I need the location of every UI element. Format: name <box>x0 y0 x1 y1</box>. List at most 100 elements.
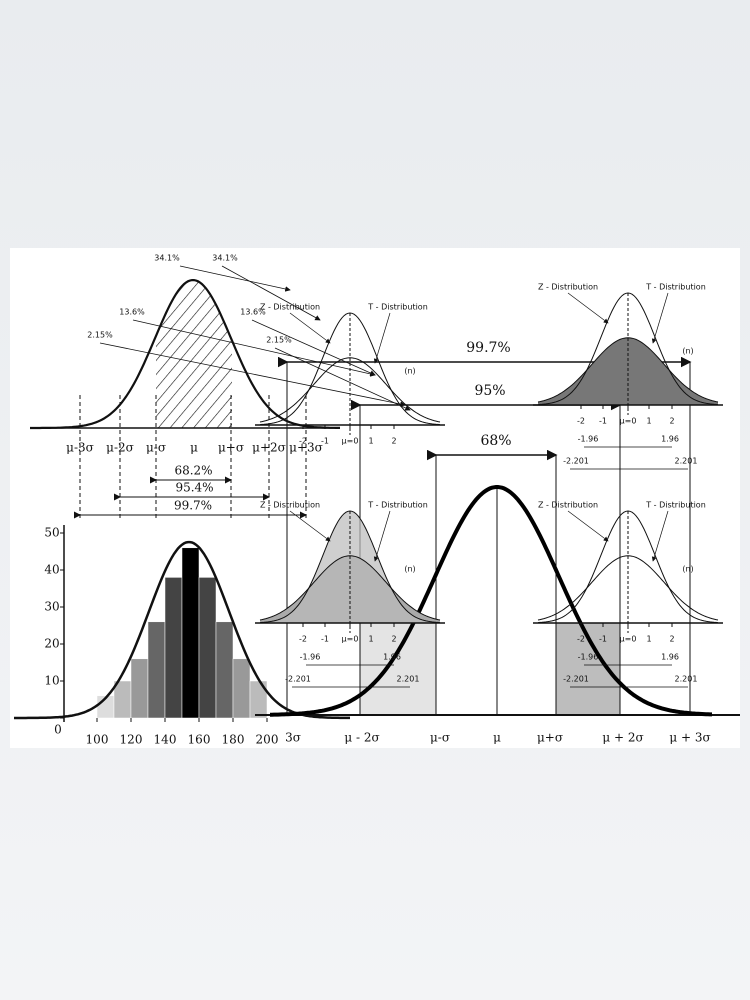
y-tick-label: 20 <box>44 637 59 651</box>
t-label: T - Distribution <box>367 303 428 312</box>
range-label: 99.7% <box>466 340 510 356</box>
tick-label: 1 <box>368 437 373 446</box>
z-crit: 1.96 <box>661 653 679 662</box>
t-crit: -2.201 <box>285 675 311 684</box>
z-label: Z - Distribution <box>260 303 320 312</box>
percent-label: 13.6% <box>240 308 266 317</box>
line <box>567 510 609 542</box>
axis-label: μ+2σ <box>252 441 286 455</box>
t-curve <box>537 337 719 403</box>
y-tick-label: 50 <box>44 526 59 540</box>
tick-label: 1 <box>368 635 373 644</box>
axis-label: μ-σ <box>146 441 166 455</box>
t-crit: 2.201 <box>675 675 698 684</box>
percent-label: 2.15% <box>87 331 113 340</box>
x-tick-label: 120 <box>120 733 143 747</box>
shaded-t-curve <box>538 337 718 405</box>
t-label: T - Distribution <box>645 283 706 292</box>
z-crit: 1.96 <box>661 435 679 444</box>
tick-label: 2 <box>391 437 396 446</box>
normal-curve <box>30 279 340 430</box>
range-label: 99.7% <box>174 499 212 513</box>
line <box>289 312 331 344</box>
axis-label: 3σ <box>285 731 301 745</box>
x-tick-label: 100 <box>86 733 109 747</box>
axis-label: μ <box>190 441 198 455</box>
histogram-bar <box>232 658 251 719</box>
histogram-bar <box>164 577 183 719</box>
z-crit: 1.96 <box>383 653 401 662</box>
tick-label: -2 <box>577 635 585 644</box>
hatched-area <box>156 280 232 428</box>
z-crit: -1.96 <box>578 435 599 444</box>
tick-label: -1 <box>599 635 607 644</box>
y-tick-label: 30 <box>44 600 59 614</box>
t-curve <box>259 555 441 621</box>
line <box>373 312 391 364</box>
axis-label: μ - 2σ <box>344 731 379 745</box>
tick-label: 2 <box>669 635 674 644</box>
line <box>651 292 669 344</box>
t-crit: 2.201 <box>675 457 698 466</box>
histogram-bar <box>215 621 234 719</box>
tick-label: -2 <box>299 437 307 446</box>
y-tick-label: 40 <box>44 563 59 577</box>
axis-label: μ-σ <box>430 731 450 745</box>
y-tick-label: 10 <box>44 674 59 688</box>
axis-label: μ-3σ <box>66 441 94 455</box>
tick-label: 2 <box>669 417 674 426</box>
line <box>567 292 609 324</box>
tick-label: -1 <box>321 437 329 446</box>
range-label: 68.2% <box>174 464 212 478</box>
z-crit: -1.96 <box>300 653 321 662</box>
tick-label: μ=0 <box>342 437 359 446</box>
axis-label: μ + 3σ <box>669 731 710 745</box>
axis-label: μ+σ <box>537 731 563 745</box>
tick-label: 1 <box>646 635 651 644</box>
t-label: T - Distribution <box>367 501 428 510</box>
histogram-bar <box>198 577 217 719</box>
tick-label: 1 <box>646 417 651 426</box>
tick-label: -2 <box>299 635 307 644</box>
t-curve <box>537 555 719 621</box>
range-label: 95% <box>474 383 505 399</box>
t-curve <box>259 357 441 423</box>
axis-label: μ+σ <box>218 441 244 455</box>
z-label: Z - Distribution <box>538 283 598 292</box>
histogram-bar <box>113 680 132 719</box>
tick-label: -1 <box>599 417 607 426</box>
axis-label: μ <box>493 731 501 745</box>
x-tick-label: 180 <box>222 733 245 747</box>
shaded-region <box>360 623 436 715</box>
percent-label: 2.15% <box>266 336 292 345</box>
y-tick-label: 0 <box>54 723 62 737</box>
n-label: (n) <box>404 367 415 376</box>
percent-label: 34.1% <box>212 254 238 263</box>
range-label: 95.4% <box>175 481 213 495</box>
z-label: Z - Distribution <box>538 501 598 510</box>
percent-label: 13.6% <box>119 308 145 317</box>
t-crit: -2.201 <box>563 675 589 684</box>
line <box>289 510 331 542</box>
tick-label: μ=0 <box>620 417 637 426</box>
z-label: Z - Distribution <box>260 501 320 510</box>
n-label: (n) <box>682 565 693 574</box>
axis-label: μ-2σ <box>106 441 134 455</box>
line <box>179 265 291 292</box>
t-crit: 2.201 <box>397 675 420 684</box>
axis-label: μ+3σ <box>289 441 323 455</box>
histogram-bar <box>130 658 149 719</box>
t-crit: -2.201 <box>563 457 589 466</box>
tick-label: 2 <box>391 635 396 644</box>
histogram-bar <box>181 547 200 719</box>
x-tick-label: 140 <box>154 733 177 747</box>
z-crit: -1.96 <box>578 653 599 662</box>
range-label: 68% <box>480 433 511 449</box>
tick-label: μ=0 <box>342 635 359 644</box>
x-tick-label: 160 <box>188 733 211 747</box>
x-tick-label: 200 <box>256 733 279 747</box>
n-label: (n) <box>682 347 693 356</box>
percent-label: 34.1% <box>154 254 180 263</box>
line <box>373 510 391 562</box>
